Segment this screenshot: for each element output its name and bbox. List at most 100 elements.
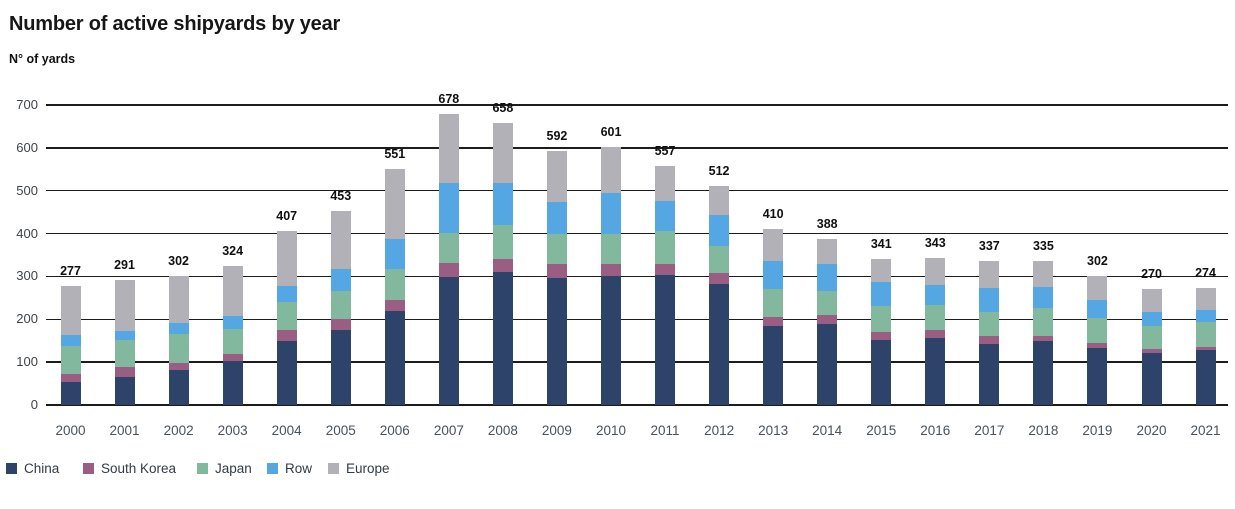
bar-segment-south-korea-2016 — [925, 330, 946, 339]
bar-segment-south-korea-2017 — [979, 335, 1000, 344]
legend-swatch-icon — [6, 463, 17, 474]
bar-segment-europe-2020 — [1141, 289, 1162, 313]
legend-swatch-icon — [267, 463, 278, 474]
bar-segment-china-2017 — [979, 343, 1000, 405]
legend-label: Row — [285, 461, 313, 476]
bar-segment-row-2006 — [384, 238, 405, 269]
bar-segment-china-2019 — [1087, 347, 1108, 405]
bar-segment-china-2014 — [817, 324, 838, 405]
bar-total-label-2020: 270 — [1141, 267, 1162, 282]
bar-segment-china-2004 — [276, 340, 297, 405]
x-axis-tick-label-2011: 2011 — [650, 423, 680, 438]
legend-swatch-icon — [328, 463, 339, 474]
bar-segment-japan-2018 — [1033, 308, 1054, 336]
bar-segment-japan-2013 — [763, 289, 784, 318]
bar-segment-china-2021 — [1195, 350, 1216, 405]
bar-segment-europe-2015 — [871, 258, 892, 282]
bar-segment-europe-2008 — [492, 123, 513, 184]
gridline-0 — [46, 404, 1228, 406]
x-axis-tick-label-2001: 2001 — [109, 423, 140, 438]
bar-segment-europe-2001 — [114, 280, 135, 331]
bar-segment-europe-2014 — [817, 238, 838, 265]
gridline-400 — [46, 232, 1228, 235]
bar-segment-japan-2015 — [871, 306, 892, 332]
bar-total-label-2011: 557 — [654, 144, 676, 159]
bar-segment-china-2015 — [871, 339, 892, 405]
bar-segment-row-2010 — [601, 193, 621, 234]
bar-segment-china-2013 — [763, 326, 784, 405]
bar-segment-row-2007 — [438, 182, 459, 233]
bar-segment-europe-2007 — [438, 114, 459, 183]
x-axis-tick-label-2018: 2018 — [1028, 423, 1059, 438]
bar-segment-europe-2009 — [546, 151, 567, 202]
bar-segment-south-korea-2006 — [384, 299, 405, 311]
legend-item-south-korea: South Korea — [83, 461, 176, 476]
bar-segment-south-korea-2008 — [492, 258, 513, 273]
bar-segment-china-2016 — [925, 338, 946, 405]
bar-segment-row-2002 — [168, 323, 189, 334]
bar-segment-europe-2000 — [60, 286, 81, 336]
bar-segment-japan-2009 — [546, 234, 567, 265]
legend-label: Europe — [346, 461, 390, 476]
bar-segment-europe-2012 — [709, 185, 730, 216]
bar-segment-row-2009 — [546, 201, 567, 235]
bar-segment-south-korea-2015 — [871, 331, 892, 340]
bar-segment-south-korea-2004 — [276, 330, 297, 341]
bar-total-label-2006: 551 — [384, 146, 406, 161]
bar-total-label-2005: 453 — [330, 188, 352, 203]
bar-segment-japan-2001 — [114, 339, 135, 367]
gridline-100 — [46, 361, 1228, 363]
bar-total-label-2013: 410 — [762, 207, 784, 222]
x-axis-tick-label-2014: 2014 — [812, 423, 843, 438]
chart-title: Number of active shipyards by year — [9, 13, 341, 35]
x-axis-tick-label-2019: 2019 — [1082, 423, 1113, 438]
gridline-500 — [46, 190, 1228, 192]
x-axis-tick-label-2015: 2015 — [866, 423, 897, 438]
legend-item-europe: Europe — [328, 461, 390, 476]
bar-segment-south-korea-2010 — [601, 264, 621, 277]
bar-segment-south-korea-2012 — [709, 273, 730, 285]
bar-segment-europe-2016 — [925, 258, 946, 285]
bar-segment-japan-2003 — [222, 329, 243, 354]
y-axis-tick-label: 0 — [30, 397, 38, 412]
legend-label: South Korea — [101, 461, 177, 476]
legend-swatch-icon — [197, 463, 208, 474]
bar-segment-europe-2018 — [1033, 261, 1054, 288]
y-axis-tick-label: 700 — [16, 97, 38, 112]
bar-segment-row-2020 — [1141, 312, 1162, 326]
bar-total-label-2002: 302 — [168, 253, 190, 268]
bar-segment-china-2009 — [546, 278, 567, 405]
y-axis-tick-label: 200 — [16, 311, 38, 327]
bar-total-label-2012: 512 — [708, 163, 730, 178]
bar-segment-japan-2017 — [979, 312, 1000, 336]
bar-segment-europe-2003 — [222, 266, 243, 316]
bar-segment-south-korea-2020 — [1141, 348, 1162, 353]
gridline-700 — [46, 104, 1228, 106]
bar-total-label-2007: 678 — [438, 92, 460, 107]
bar-total-label-2010: 601 — [600, 125, 622, 140]
bar-segment-row-2004 — [276, 286, 297, 303]
legend-swatch-icon — [83, 463, 94, 474]
bar-segment-europe-2011 — [655, 166, 676, 201]
bar-segment-japan-2000 — [60, 345, 81, 374]
legend-item-china: China — [6, 461, 59, 476]
bar-segment-japan-2008 — [492, 225, 513, 259]
x-axis-tick-label-2009: 2009 — [541, 423, 572, 438]
bar-segment-row-2014 — [817, 264, 838, 291]
x-axis-tick-label-2004: 2004 — [271, 423, 302, 438]
bar-segment-europe-2005 — [330, 210, 351, 270]
bar-segment-china-2007 — [438, 277, 459, 405]
x-axis-tick-label-2003: 2003 — [217, 423, 248, 438]
bar-segment-japan-2016 — [925, 305, 946, 330]
bar-segment-china-2001 — [114, 376, 135, 405]
x-axis-tick-label-2008: 2008 — [487, 423, 518, 438]
bar-segment-japan-2002 — [168, 333, 189, 363]
bar-segment-south-korea-2019 — [1087, 343, 1108, 348]
bar-segment-row-2001 — [114, 330, 135, 340]
bar-segment-china-2010 — [601, 276, 621, 405]
bar-segment-japan-2010 — [601, 233, 621, 264]
bar-total-label-2019: 302 — [1087, 253, 1108, 268]
bar-segment-row-2016 — [925, 285, 946, 306]
bar-segment-south-korea-2011 — [655, 263, 676, 276]
gridline-300 — [46, 275, 1228, 278]
